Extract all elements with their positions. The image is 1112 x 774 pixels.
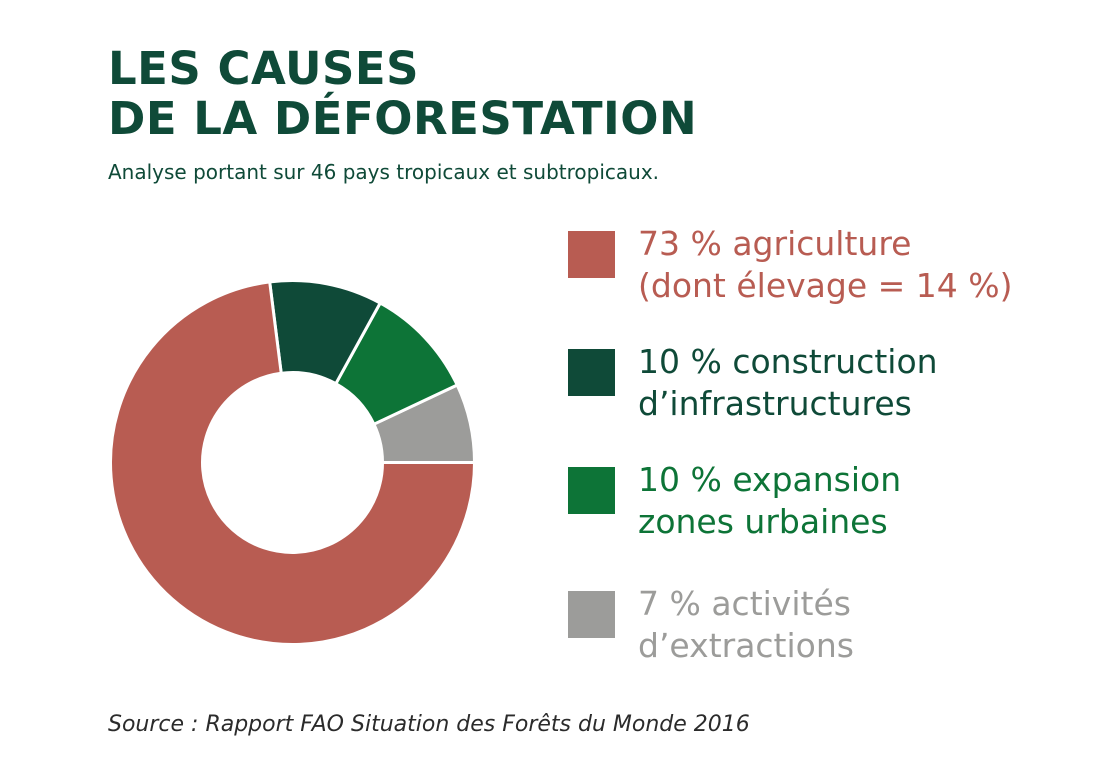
legend-item-agriculture: 73 % agriculture (dont élevage = 14 %) (568, 223, 1088, 313)
legend-agriculture-line-1: 73 % agriculture (638, 224, 912, 263)
title-line-1: LES CAUSES (108, 42, 420, 95)
legend-swatch-urban-expansion (568, 467, 615, 514)
slice-agriculture (109, 280, 477, 646)
legend-swatch-agriculture (568, 231, 615, 278)
chart-subtitle: Analyse portant sur 46 pays tropicaux et… (108, 160, 660, 184)
legend-extractions-line-1: 7 % activités (638, 584, 851, 623)
donut-chart (109, 279, 477, 646)
legend-urban-expansion-line-2: zones urbaines (638, 502, 888, 541)
legend-text-infrastructures: 10 % construction d’infrastructures (638, 341, 938, 425)
legend-swatch-extractions (568, 591, 615, 638)
legend-item-extractions: 7 % activités d’extractions (568, 583, 1088, 673)
legend-agriculture-line-2: (dont élevage = 14 %) (638, 266, 1013, 305)
donut-slices (109, 279, 477, 646)
legend-infrastructures-line-2: d’infrastructures (638, 384, 912, 423)
legend-text-extractions: 7 % activités d’extractions (638, 583, 854, 667)
legend-text-urban-expansion: 10 % expansion zones urbaines (638, 459, 901, 543)
legend-infrastructures-line-1: 10 % construction (638, 342, 938, 381)
legend-urban-expansion-line-1: 10 % expansion (638, 460, 902, 499)
legend-extractions-line-2: d’extractions (638, 626, 854, 665)
legend-item-infrastructures: 10 % construction d’infrastructures (568, 341, 1088, 431)
chart-title: LES CAUSES DE LA DÉFORESTATION (108, 44, 697, 144)
legend-swatch-infrastructures (568, 349, 615, 396)
title-line-2: DE LA DÉFORESTATION (108, 92, 698, 145)
legend-text-agriculture: 73 % agriculture (dont élevage = 14 %) (638, 223, 1012, 307)
legend-item-urban-expansion: 10 % expansion zones urbaines (568, 459, 1088, 549)
source-note: Source : Rapport FAO Situation des Forêt… (108, 712, 750, 737)
